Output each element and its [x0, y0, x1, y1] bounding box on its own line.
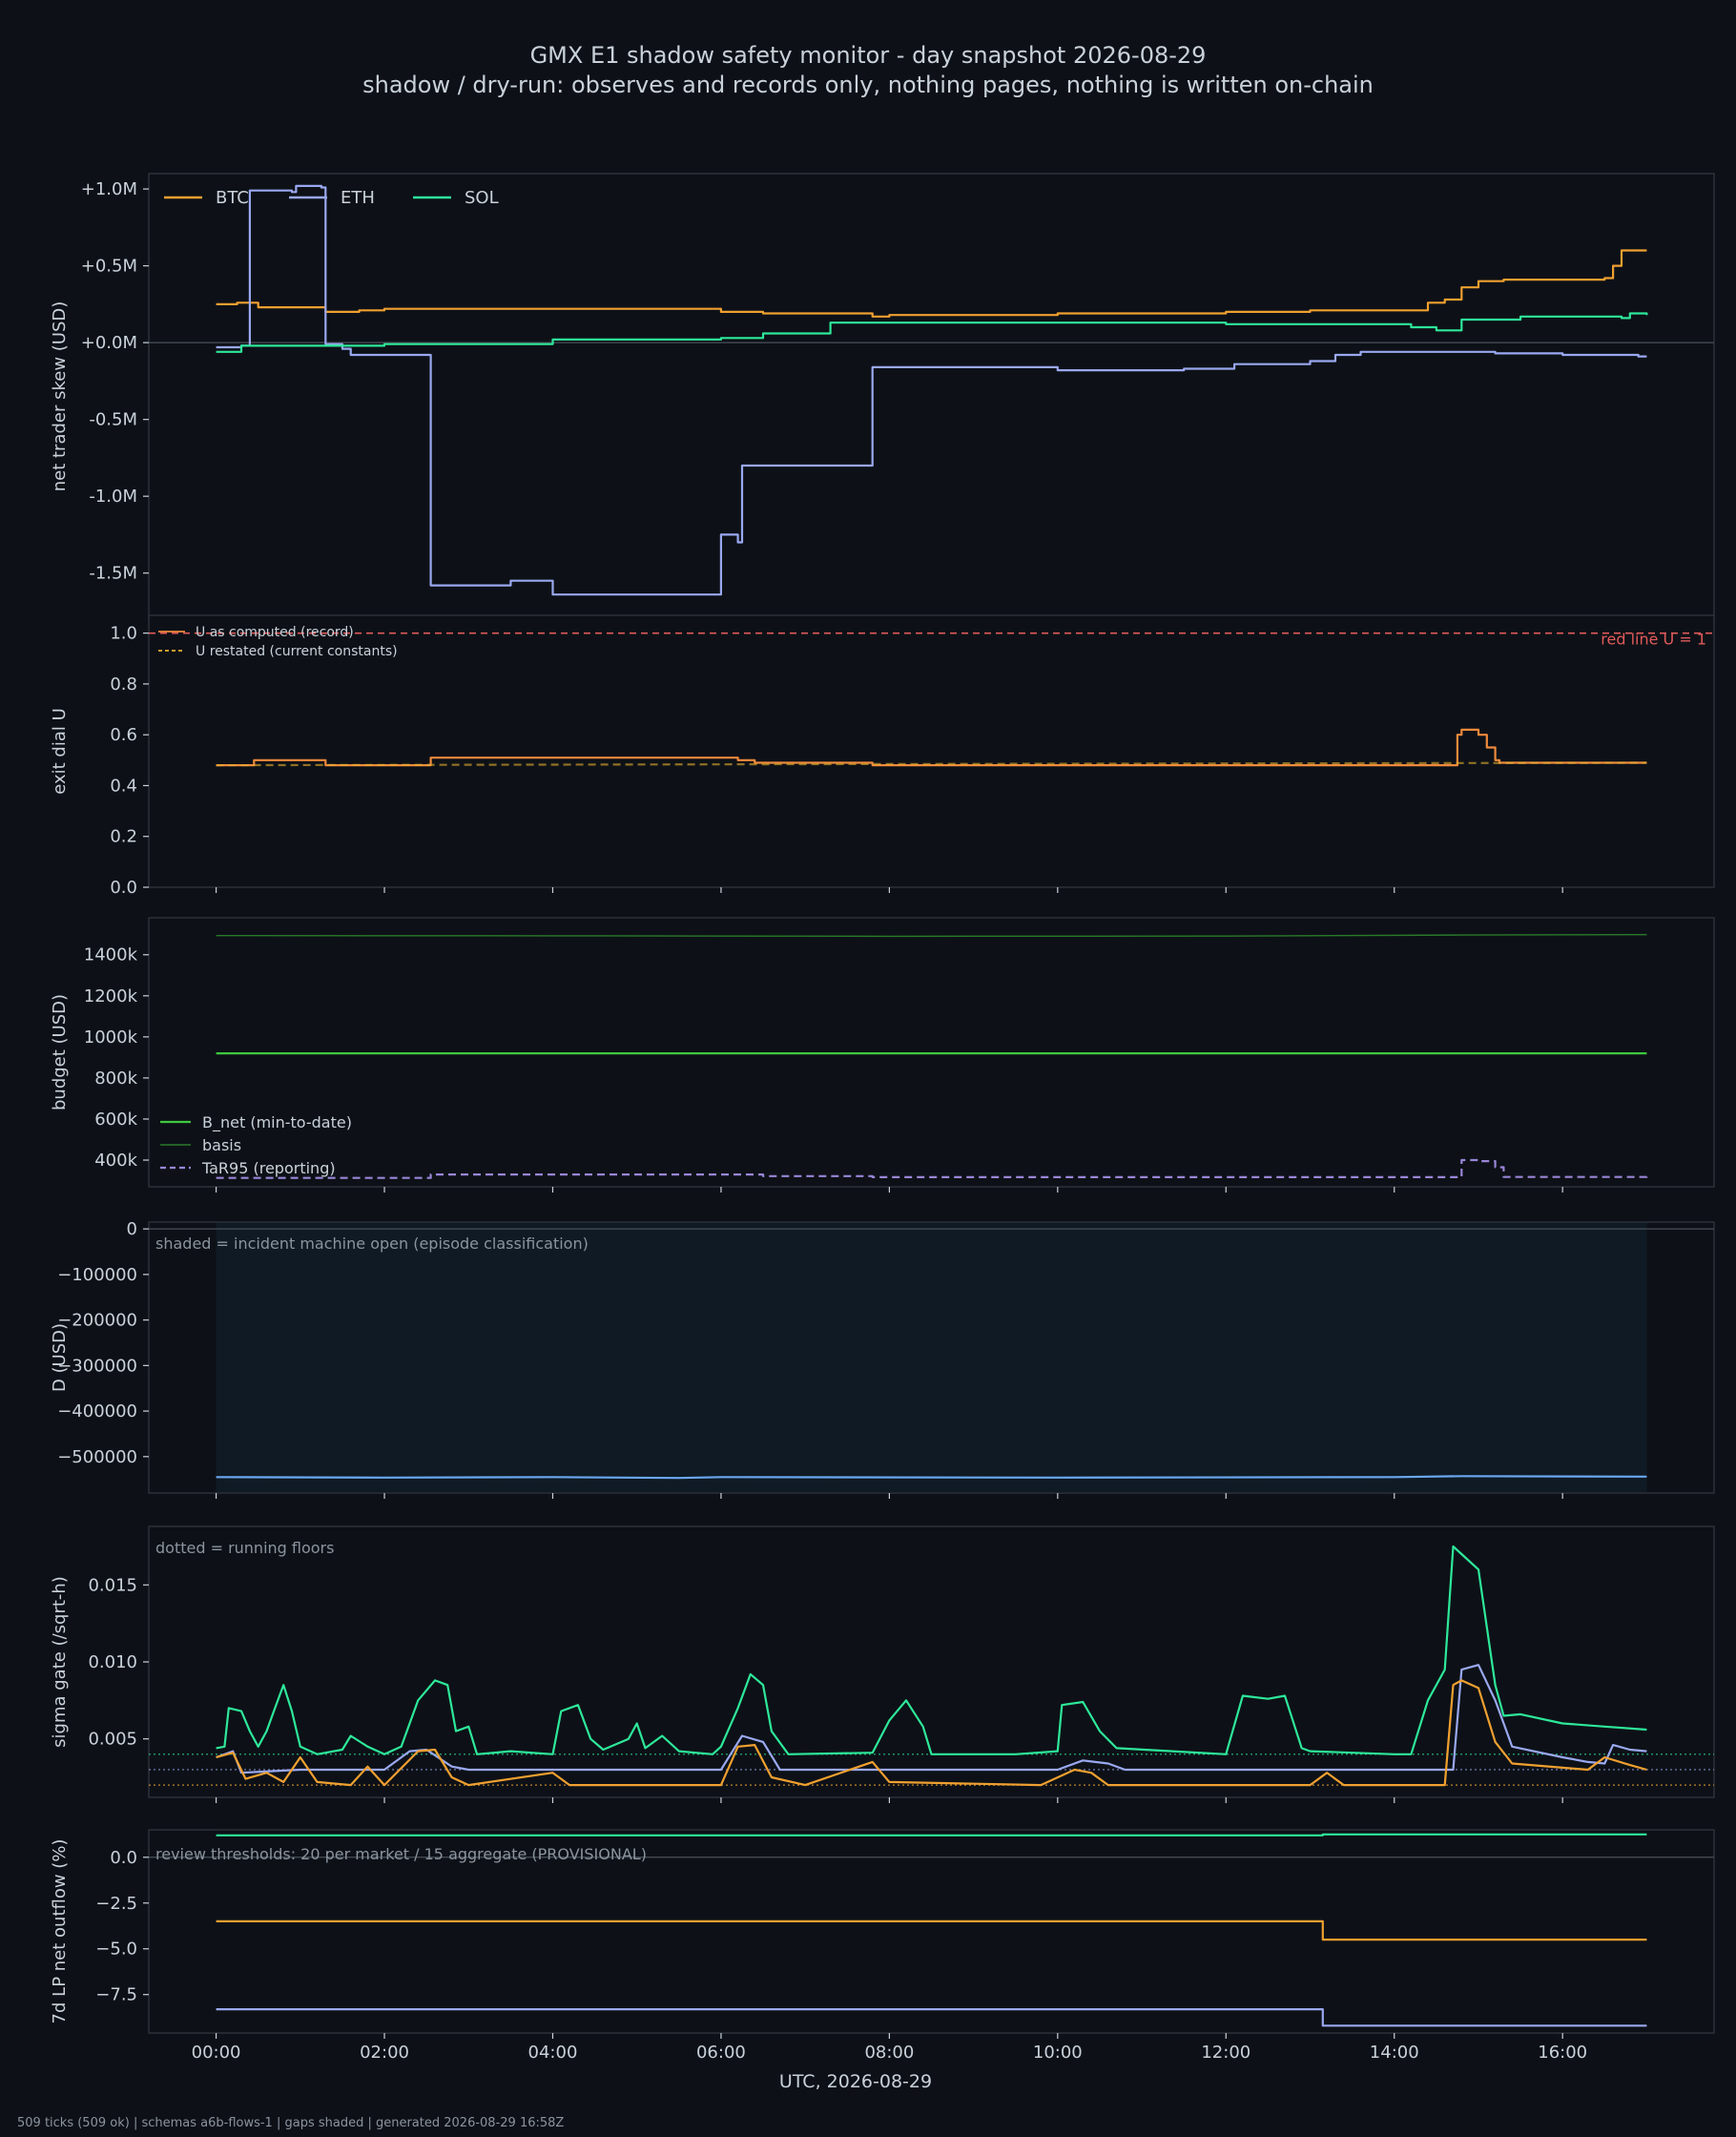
y-tick-label: 1400k [84, 945, 138, 965]
y-tick-label: 0.4 [110, 776, 137, 796]
x-tick-label: 04:00 [528, 2043, 578, 2063]
y-tick-label: 0.015 [88, 1575, 137, 1595]
series-line-eth [216, 184, 1647, 596]
series-line-btc [216, 1919, 1647, 1941]
legend-label: BTC [216, 188, 249, 208]
y-tick-label: 0.8 [110, 674, 137, 695]
y-tick-label: 0.0 [110, 878, 137, 898]
panel-skew: +1.0M +0.5M +0.0M -0.5M -1.0M -1.5M net trader… [50, 173, 1715, 625]
series-line-btc [216, 1679, 1647, 1787]
series-line-sol [216, 1545, 1647, 1755]
y-axis-label: budget (USD) [50, 994, 70, 1110]
x-tick-label: 02:00 [360, 2043, 409, 2063]
y-tick-label: 0.2 [110, 827, 137, 847]
y-tick-label: -1.0M [89, 487, 137, 507]
y-tick-label: +0.0M [81, 333, 137, 353]
panels-group: +1.0M +0.5M +0.0M -0.5M -1.0M -1.5M net trader… [50, 173, 1715, 2063]
legend-label: basis [202, 1136, 241, 1154]
panel-annotation: dotted = running floors [155, 1539, 334, 1557]
series-line-u-restated-current-constants [216, 761, 1647, 767]
y-tick-label: +1.0M [81, 179, 137, 199]
panel-annotation: review thresholds: 20 per market / 15 ag… [155, 1845, 647, 1863]
panel-dial: 1.0 0.8 0.6 0.4 0.2 0.0 exit dial U red line U … [50, 614, 1715, 898]
y-tick-label: 0.005 [88, 1730, 137, 1750]
y-tick-label: 0 [127, 1219, 137, 1239]
x-axis-label: UTC, 2026-08-29 [779, 2071, 932, 2092]
y-tick-label: −300000 [57, 1356, 137, 1376]
panel-frame [148, 173, 1715, 620]
y-tick-label: -0.5M [89, 410, 137, 430]
y-tick-label: 400k [94, 1151, 137, 1171]
series-line-u-as-computed-record [216, 728, 1647, 767]
x-tick-label: 12:00 [1201, 2043, 1250, 2063]
incident-shade [216, 1223, 1647, 1492]
legend-label: SOL [465, 188, 499, 208]
legend-label: TaR95 (reporting) [201, 1159, 336, 1177]
y-tick-label: +0.5M [81, 257, 137, 277]
panel-d: 0 −100000 −200000 −300000 −400000 −500000 D (U… [50, 1219, 1715, 1499]
panel-outflow: 0.0 −2.5 −5.0 −7.5 7d LP net outflow (%) revi… [50, 1829, 1715, 2039]
y-tick-label: −2.5 [95, 1894, 137, 1914]
x-tick-label: 00:00 [192, 2043, 241, 2063]
panel-frame [148, 1829, 1715, 2034]
y-axis-label: net trader skew (USD) [50, 301, 70, 492]
y-tick-label: 1000k [84, 1027, 138, 1048]
x-tick-label: 10:00 [1033, 2043, 1083, 2063]
panel-frame [148, 1525, 1715, 1798]
y-tick-label: −500000 [57, 1447, 137, 1467]
x-tick-label: 06:00 [696, 2043, 746, 2063]
y-tick-label: 1.0 [110, 624, 137, 644]
y-tick-label: 0.0 [110, 1848, 137, 1868]
y-tick-label: −7.5 [95, 1985, 137, 2005]
figure-title: GMX E1 shadow safety monitor - day snaps… [530, 42, 1207, 69]
series-line-eth [216, 1664, 1647, 1774]
y-axis-label: 7d LP net outflow (%) [50, 1839, 70, 2024]
series-line-sol [216, 1833, 1647, 1836]
panel-annotation: shaded = incident machine open (episode … [155, 1234, 589, 1253]
figure-subtitle: shadow / dry-run: observes and records o… [362, 72, 1374, 98]
y-tick-label: 600k [94, 1110, 137, 1130]
y-tick-label: 1200k [84, 986, 138, 1006]
y-axis-label: sigma gate (/sqrt-h) [50, 1576, 70, 1748]
legend-label: U as computed (record) [196, 625, 354, 640]
legend-label: U restated (current constants) [196, 644, 398, 659]
series-line-tar95-reporting [216, 1158, 1648, 1179]
red-line-label: red line U = 1 [1601, 631, 1706, 649]
y-tick-label: −200000 [57, 1311, 137, 1331]
y-axis-label: D (USD) [50, 1323, 70, 1392]
y-axis-label: exit dial U [50, 708, 70, 795]
x-tick-label: 08:00 [864, 2043, 914, 2063]
y-tick-label: −100000 [57, 1265, 137, 1285]
y-tick-label: 0.010 [88, 1652, 137, 1672]
legend-label: B_net (min-to-date) [202, 1113, 352, 1132]
y-tick-label: -1.5M [89, 564, 137, 584]
y-tick-label: −400000 [57, 1401, 137, 1421]
series-line-eth [216, 2008, 1647, 2027]
y-tick-label: −5.0 [95, 1940, 137, 1960]
series-line-d [216, 1475, 1647, 1480]
x-tick-label: 16:00 [1538, 2043, 1587, 2063]
y-tick-label: 800k [94, 1068, 137, 1089]
legend-label: ETH [341, 188, 375, 208]
footer-status: 509 ticks (509 ok) | schemas a6b-flows-1… [17, 2116, 564, 2130]
series-line-btc [216, 249, 1647, 318]
panel-sigma: 0.015 0.010 0.005 sigma gate (/sqrt-h) dotte… [50, 1525, 1715, 1803]
y-tick-label: 0.6 [110, 725, 137, 745]
x-tick-label: 14:00 [1370, 2043, 1419, 2063]
panel-frame [148, 614, 1715, 888]
panel-budget: 1400k 1200k 1000k 800k 600k 400k budget (USD) B… [50, 917, 1715, 1193]
series-line-basis [216, 934, 1647, 938]
series-line-sol [216, 312, 1648, 353]
